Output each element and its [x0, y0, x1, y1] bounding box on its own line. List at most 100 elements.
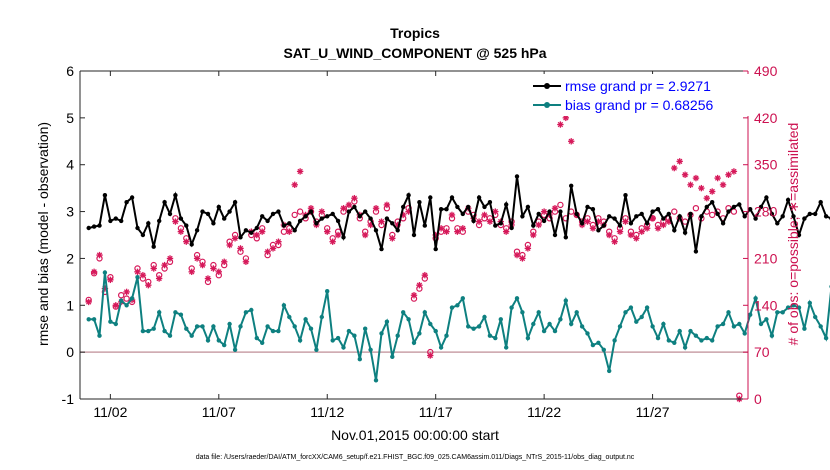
obs-assimilated-marker — [427, 352, 434, 359]
bias-point — [444, 333, 449, 338]
rmse-point — [319, 216, 324, 221]
bias-point — [552, 328, 558, 334]
obs-assimilated-marker — [633, 235, 640, 242]
rmse-point — [449, 195, 455, 200]
rmse-point — [476, 195, 482, 200]
obs-assimilated-marker — [188, 268, 195, 276]
obs-assimilated-stroke — [232, 235, 238, 242]
obs-assimilated-stroke — [649, 215, 656, 221]
obs-assimilated-marker — [286, 228, 293, 235]
bias-point — [102, 270, 108, 275]
bias-point — [764, 317, 769, 322]
rmse-point — [260, 214, 265, 219]
obs-assimilated-marker — [237, 245, 244, 252]
bias-point — [379, 331, 384, 336]
legend: rmse grand pr = 2.9271 bias grand pr = 0… — [528, 74, 750, 116]
bias-point — [531, 321, 536, 327]
rmse-point — [563, 235, 568, 240]
bias-point — [363, 326, 368, 331]
bias-point — [314, 347, 319, 352]
obs-assimilated-marker — [725, 171, 732, 178]
rmse-point — [704, 204, 709, 210]
obs-assimilated-stroke — [443, 228, 450, 235]
obs-assimilated-stroke — [698, 185, 705, 191]
obs-possible-marker — [671, 208, 678, 215]
rmse-point — [780, 214, 785, 219]
bias-point — [113, 321, 119, 327]
bias-point — [628, 305, 634, 310]
obs-assimilated-marker — [334, 231, 342, 239]
obs-assimilated-marker — [177, 228, 185, 235]
bias-point — [813, 314, 818, 320]
rmse-point — [200, 209, 205, 214]
obs-assimilated-marker — [421, 271, 429, 279]
rmse-point — [601, 223, 606, 228]
obs-assimilated-stroke — [568, 138, 574, 144]
rmse-point — [655, 207, 661, 212]
rmse-point — [140, 232, 146, 238]
rmse-point — [466, 204, 471, 210]
rmse-point — [222, 216, 227, 221]
obs-assimilated-stroke — [611, 238, 618, 245]
obs-assimilated-stroke — [373, 205, 379, 211]
rmse-point — [384, 216, 390, 221]
bias-point — [297, 338, 303, 343]
y2-tick-label: 280 — [754, 204, 778, 220]
bias-point — [200, 324, 205, 329]
obs-assimilated-stroke — [671, 165, 677, 171]
obs-assimilated-stroke — [362, 232, 368, 238]
x-tick-label: 11/17 — [419, 404, 453, 420]
rmse-point — [677, 214, 682, 219]
bias-point — [655, 335, 661, 341]
obs-assimilated-marker — [134, 268, 141, 276]
obs-assimilated-stroke — [725, 172, 732, 178]
rmse-point — [205, 211, 211, 217]
rmse-point — [823, 214, 829, 219]
rmse-point — [688, 211, 693, 217]
x-tick-label: 11/07 — [202, 404, 236, 420]
rmse-point — [574, 211, 579, 217]
bias-point — [758, 321, 764, 327]
bias-point — [222, 342, 227, 348]
rmse-point — [796, 232, 802, 238]
rmse-point — [579, 221, 585, 226]
obs-assimilated-stroke — [644, 225, 650, 232]
rmse-point — [368, 216, 373, 221]
bias-point — [818, 324, 823, 329]
obs-assimilated-marker — [318, 208, 326, 215]
legend-rmse-marker — [544, 83, 550, 89]
rmse-point — [243, 228, 249, 233]
obs-assimilated-marker — [231, 235, 239, 242]
obs-assimilated-marker — [372, 205, 380, 212]
obs-assimilated-marker — [671, 164, 678, 172]
obs-assimilated-stroke — [389, 235, 396, 242]
rmse-point — [552, 232, 558, 238]
bias-point — [487, 333, 493, 338]
obs-assimilated-marker — [107, 276, 114, 284]
bias-point — [780, 310, 785, 315]
bias-point — [726, 310, 731, 315]
bias-point — [287, 314, 292, 320]
obs-assimilated-stroke — [617, 228, 623, 235]
rmse-point — [335, 218, 341, 224]
bias-point — [390, 354, 395, 359]
rmse-point — [661, 216, 666, 221]
bias-point — [460, 296, 465, 301]
obs-assimilated-marker — [698, 184, 705, 192]
bias-point — [319, 314, 324, 320]
bias-point — [672, 340, 677, 345]
bias-point — [428, 321, 433, 327]
x-tick-label: 11/12 — [310, 404, 344, 420]
rmse-point — [536, 211, 541, 217]
obs-assimilated-marker — [589, 225, 597, 232]
rmse-point — [547, 209, 552, 214]
obs-assimilated-stroke — [525, 245, 531, 252]
obs-assimilated-stroke — [628, 232, 634, 238]
obs-assimilated-marker — [226, 241, 233, 249]
obs-assimilated-marker — [443, 228, 450, 235]
rmse-point — [178, 216, 184, 221]
bias-point — [346, 328, 352, 334]
obs-assimilated-marker — [703, 194, 710, 202]
obs-assimilated-stroke — [243, 259, 249, 265]
obs-assimilated-stroke — [183, 238, 189, 245]
